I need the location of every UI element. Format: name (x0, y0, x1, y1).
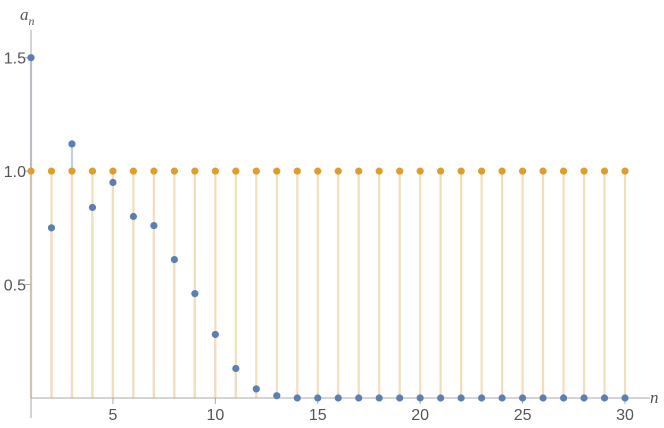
point-s2-n16 (334, 167, 342, 175)
point-s2-n21 (437, 167, 445, 175)
point-s1-n17 (355, 394, 363, 402)
y-axis-label: an (20, 5, 35, 28)
point-s1-n28 (580, 394, 588, 402)
point-s2-n25 (518, 167, 527, 175)
point-s2-n13 (273, 167, 281, 175)
stems-layer (29, 57, 627, 398)
y-tick-label-0.5: 0.5 (4, 278, 26, 295)
y-tick-label-1.5: 1.5 (4, 51, 26, 68)
point-s1-n27 (559, 394, 568, 402)
point-s1-n29 (600, 394, 609, 402)
point-s2-n5 (109, 167, 117, 175)
point-s2-n4 (88, 167, 97, 175)
point-s2-n20 (416, 167, 424, 175)
point-s2-n7 (150, 167, 158, 175)
point-s1-n25 (518, 394, 527, 402)
point-s1-n15 (314, 394, 322, 402)
point-s2-n10 (211, 167, 219, 175)
x-tick-label-5: 5 (108, 407, 117, 424)
point-s1-n20 (416, 394, 424, 402)
x-tick-label-20: 20 (411, 407, 429, 424)
point-s1-n18 (375, 394, 383, 402)
point-s1-n14 (293, 394, 301, 402)
point-s1-n12 (252, 385, 260, 393)
point-s2-n19 (396, 167, 404, 175)
point-s2-n8 (170, 167, 178, 175)
point-s2-n15 (314, 167, 322, 175)
point-s2-n14 (293, 167, 301, 175)
point-s2-n2 (47, 167, 56, 175)
point-s2-n24 (498, 167, 506, 175)
point-s1-n24 (498, 394, 506, 402)
point-s1-n4 (88, 203, 97, 212)
axes-layer: 5 10 15 20 25 30 0.5 1.0 1.5 (4, 30, 650, 424)
point-s1-n22 (457, 394, 465, 402)
point-s2-n22 (457, 167, 465, 175)
point-s1-n7 (150, 221, 158, 230)
y-tick-label-1: 1.0 (4, 164, 26, 181)
x-axis-label: n (650, 388, 659, 407)
point-s2-n29 (600, 167, 609, 175)
point-s2-n26 (539, 167, 547, 175)
point-s1-n23 (478, 394, 486, 402)
point-s2-n28 (580, 167, 588, 175)
x-tick-label-15: 15 (309, 407, 327, 424)
point-s2-n17 (355, 167, 363, 175)
point-s2-n27 (559, 167, 568, 175)
point-s2-n11 (232, 167, 240, 175)
point-s2-n30 (621, 167, 629, 175)
point-s1-n5 (109, 178, 117, 187)
point-s1-n8 (170, 256, 178, 264)
labels-layer: an n (20, 5, 659, 407)
point-s1-n2 (47, 224, 56, 232)
point-s2-n18 (375, 167, 383, 175)
point-s1-n26 (539, 394, 547, 402)
point-s1-n6 (129, 212, 138, 221)
point-s1-n10 (211, 330, 219, 339)
point-s1-n11 (232, 364, 240, 373)
points-layer (27, 54, 629, 402)
point-s2-n12 (252, 167, 260, 175)
point-s2-n9 (191, 167, 199, 175)
point-s1-n9 (191, 290, 199, 298)
point-s1-n1 (27, 54, 35, 62)
point-s2-n1 (27, 167, 35, 175)
x-tick-label-10: 10 (206, 407, 224, 424)
point-s1-n13 (273, 392, 281, 400)
point-s1-n3 (68, 140, 76, 148)
point-s2-n3 (68, 167, 76, 175)
x-tick-label-30: 30 (616, 407, 634, 424)
point-s1-n19 (396, 394, 404, 402)
point-s1-n16 (334, 394, 342, 402)
x-tick-label-25: 25 (514, 407, 532, 424)
point-s2-n6 (129, 167, 138, 175)
point-s1-n30 (621, 394, 629, 402)
point-s2-n23 (478, 167, 486, 175)
point-s1-n21 (437, 394, 445, 402)
